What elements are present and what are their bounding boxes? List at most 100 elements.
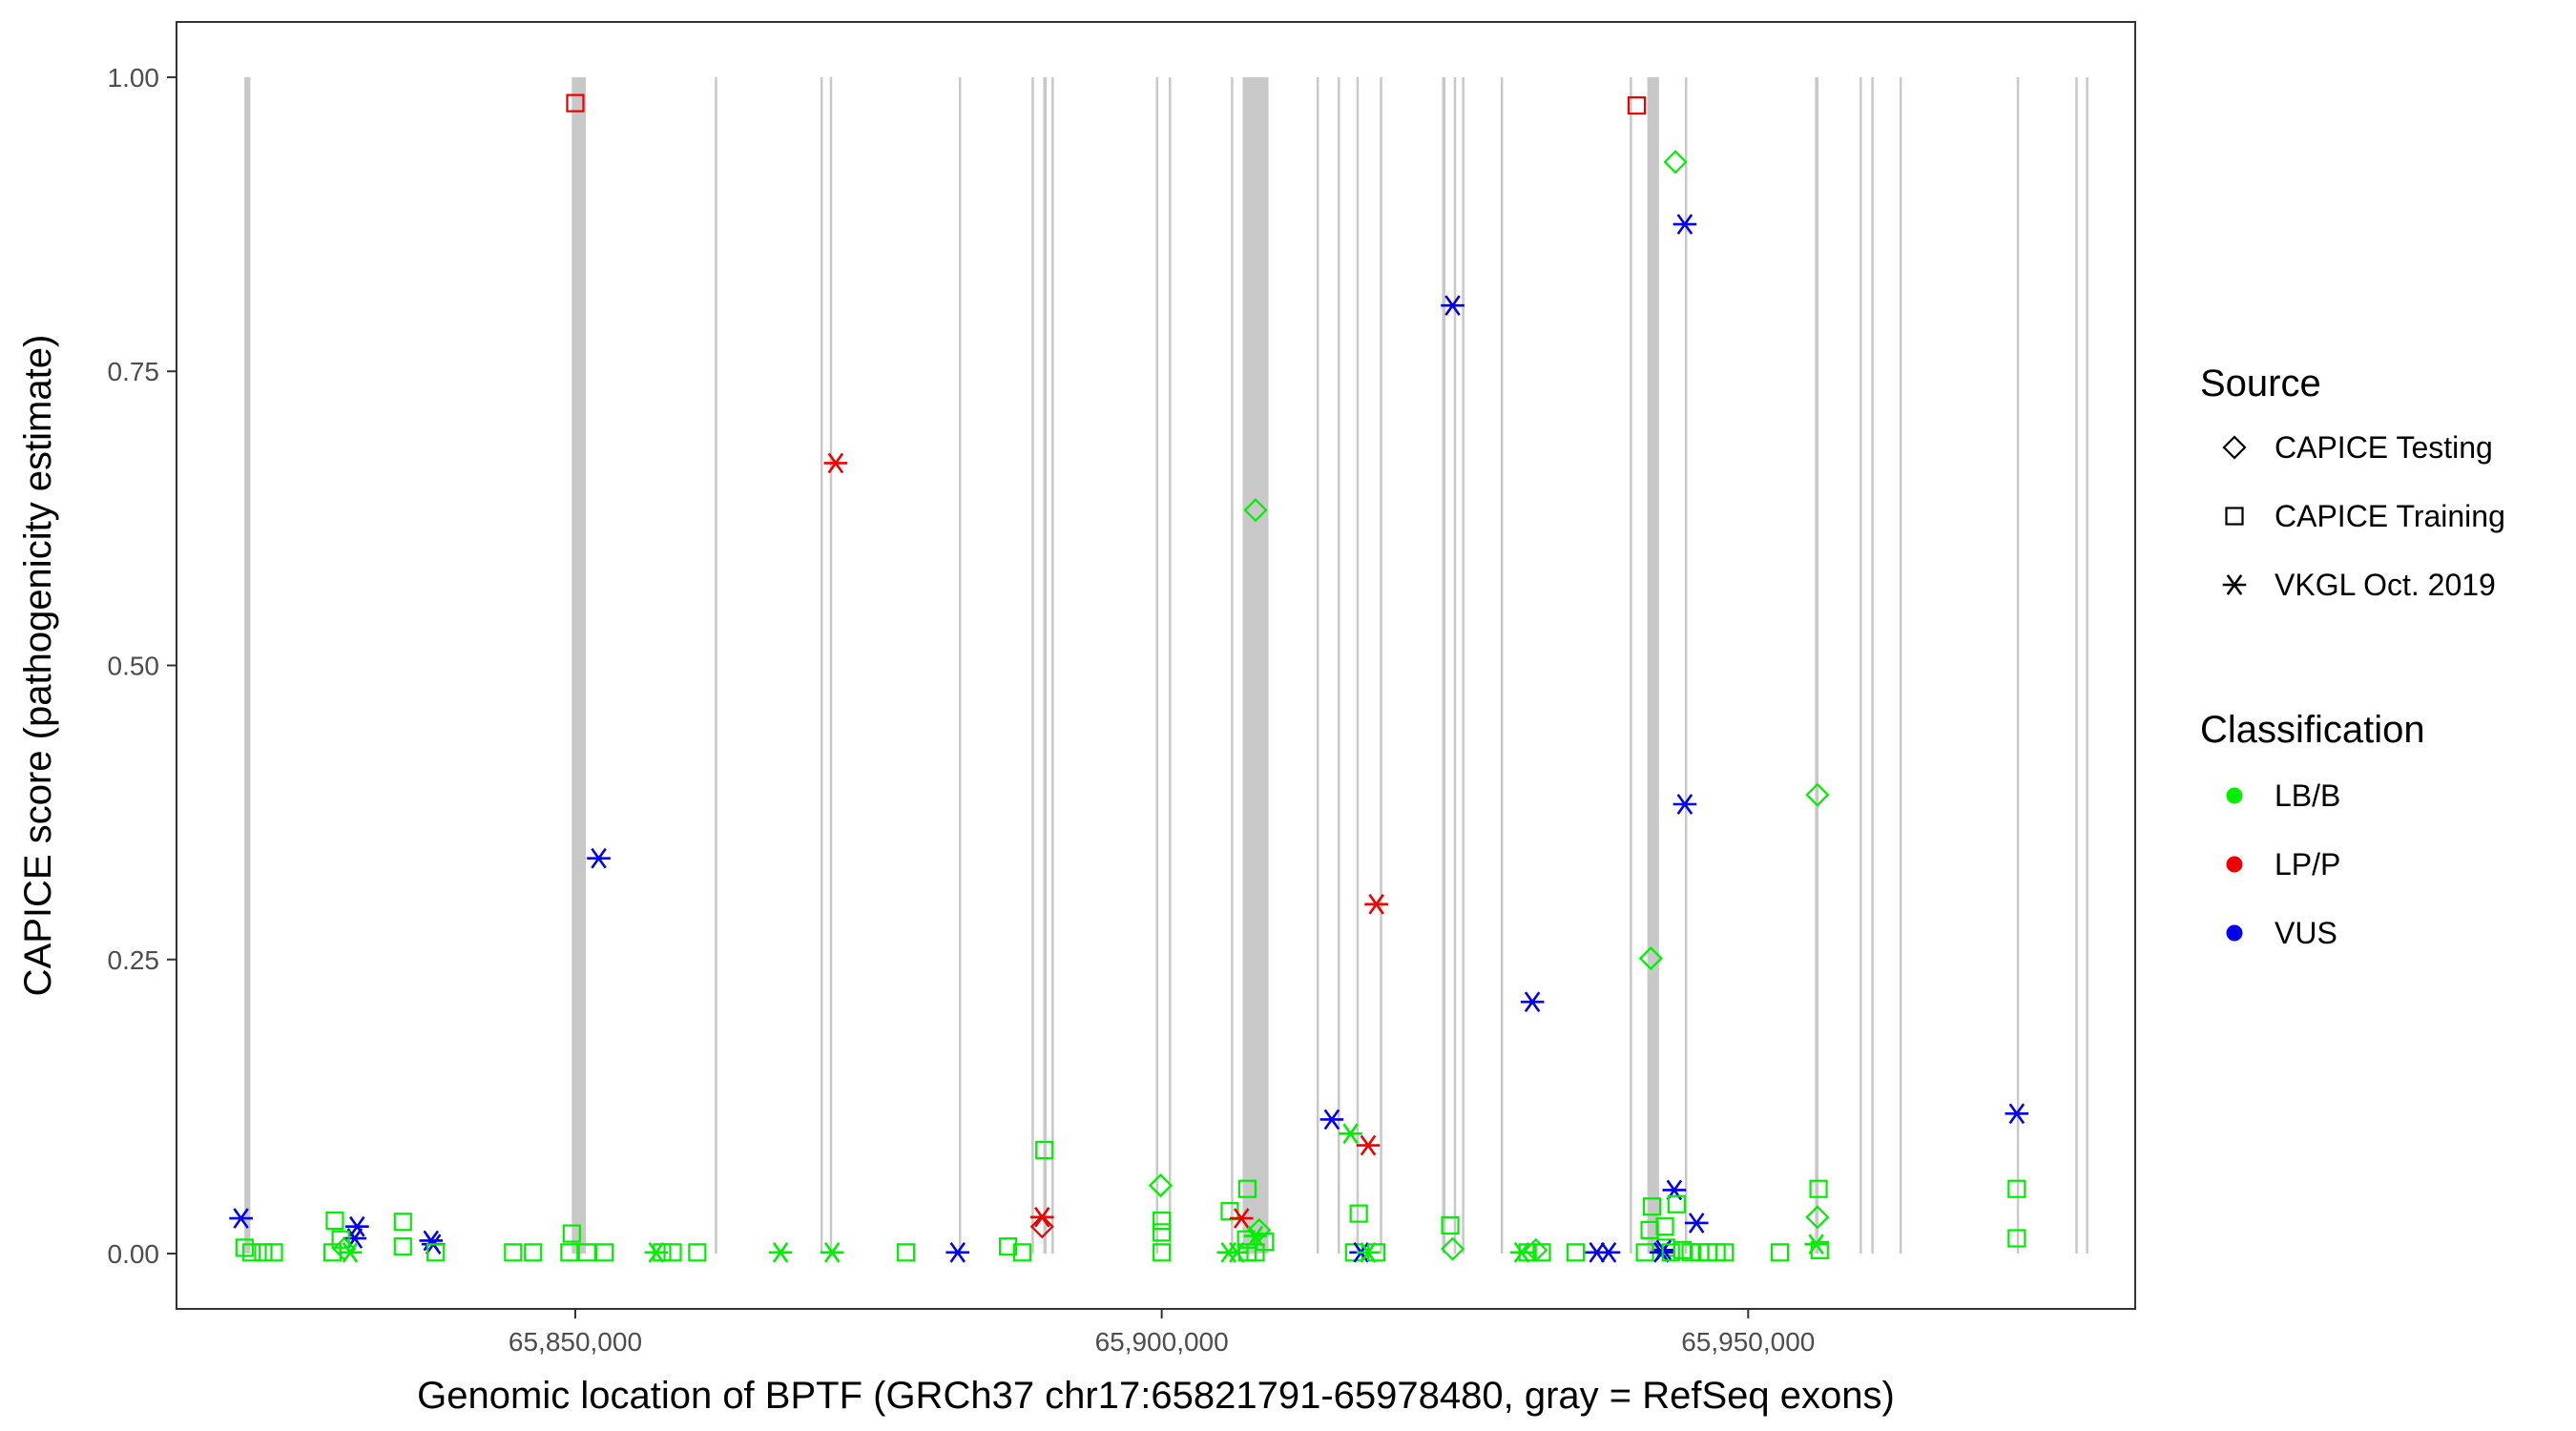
data-point-asterisk <box>1684 1213 1709 1234</box>
exon-band <box>1630 76 1632 1255</box>
data-point-square <box>2007 1179 2026 1198</box>
data-point-square <box>1809 1179 1828 1198</box>
legend-source-label: VKGL Oct. 2019 <box>2275 568 2496 602</box>
data-point-diamond <box>1638 945 1663 971</box>
data-point-diamond <box>1805 782 1830 807</box>
exon-band <box>1242 76 1269 1255</box>
exon-band <box>1155 76 1158 1255</box>
data-point-square <box>1770 1243 1790 1262</box>
data-point-diamond <box>1148 1172 1173 1198</box>
data-point-square <box>1236 1230 1256 1249</box>
data-point-asterisk <box>2005 1103 2029 1125</box>
exon-band <box>1316 76 1319 1255</box>
y-tick-label: 0.50 <box>108 652 160 681</box>
y-tick-label: 0.25 <box>108 945 160 975</box>
data-point-square <box>999 1237 1018 1256</box>
exon-band <box>1871 76 1874 1255</box>
legend-key-asterisk <box>2222 574 2247 595</box>
data-point-square <box>393 1213 412 1232</box>
data-point-asterisk <box>820 1241 844 1263</box>
data-point-square <box>1153 1211 1172 1231</box>
data-point-asterisk <box>768 1241 793 1263</box>
legend-classification-title: Classification <box>2200 709 2425 751</box>
data-point-asterisk <box>1364 893 1388 915</box>
exon-band <box>1815 76 1819 1255</box>
x-tick-label: 65,900,000 <box>1095 1327 1229 1357</box>
exon-band <box>1442 76 1446 1255</box>
data-point-square <box>1256 1233 1275 1252</box>
data-point-diamond <box>1243 498 1268 523</box>
exon-bands <box>244 76 2088 1255</box>
exon-band <box>1684 76 1688 1255</box>
y-tick-label: 0.75 <box>108 357 160 386</box>
data-point-diamond <box>1663 150 1688 175</box>
data-point-diamond <box>1440 1236 1465 1261</box>
exon-band <box>715 76 717 1255</box>
data-point-square <box>1035 1140 1054 1160</box>
data-point-square <box>1518 1243 1537 1262</box>
exon-band <box>244 76 251 1255</box>
exon-band <box>2016 76 2020 1255</box>
data-point-square <box>1715 1243 1735 1262</box>
data-point-square <box>1153 1243 1172 1262</box>
data-point-square <box>1627 95 1647 115</box>
data-point-square <box>504 1243 523 1262</box>
exon-band <box>2075 76 2078 1255</box>
data-point-square <box>653 1243 672 1262</box>
data-point-asterisk <box>1672 214 1697 235</box>
data-point-diamond <box>1805 1205 1830 1230</box>
data-point-square <box>560 1243 579 1262</box>
legend: Source Classification CAPICE Testing CAPI… <box>2200 363 2505 950</box>
data-point-square <box>595 1243 614 1262</box>
data-point-square <box>1532 1243 1551 1262</box>
exon-band <box>1231 76 1234 1255</box>
data-point-square <box>1640 1220 1659 1239</box>
data-point-square <box>1246 1243 1265 1262</box>
legend-classification-label: VUS <box>2275 916 2337 950</box>
legend-source-label: CAPICE Training <box>2275 499 2505 533</box>
data-point-square <box>1567 1243 1586 1262</box>
data-point-asterisk <box>1319 1109 1344 1130</box>
data-point-square <box>1681 1243 1700 1262</box>
exon-band <box>1338 76 1340 1255</box>
data-point-asterisk <box>1225 1241 1249 1263</box>
data-point-asterisk <box>1243 1225 1268 1247</box>
data-point-asterisk <box>644 1241 669 1263</box>
data-point-asterisk <box>1650 1241 1673 1263</box>
y-tick-label: 1.00 <box>108 63 160 93</box>
data-point-asterisk <box>1672 794 1697 815</box>
data-point-square <box>2007 1229 2026 1248</box>
data-point-square <box>393 1237 412 1256</box>
data-point-asterisk <box>1339 1123 1362 1145</box>
data-point-square <box>1667 1194 1686 1213</box>
data-point-square <box>1441 1215 1460 1235</box>
exon-band <box>1051 76 1054 1255</box>
exon-band <box>1169 76 1172 1255</box>
exon-band <box>1859 76 1862 1255</box>
data-point-square <box>897 1243 916 1262</box>
data-point-square <box>1237 1179 1257 1198</box>
data-point-square <box>426 1243 446 1262</box>
data-point-square <box>1810 1240 1829 1259</box>
legend-color-swatch <box>2226 924 2243 942</box>
legend-key-square <box>2225 507 2244 526</box>
exon-band <box>571 76 587 1255</box>
data-point-square <box>264 1243 283 1262</box>
data-point-square <box>1642 1197 1662 1216</box>
y-tick-label: 0.00 <box>108 1239 160 1269</box>
data-point-asterisk <box>587 847 611 869</box>
exon-band <box>958 76 962 1255</box>
exon-band <box>1031 76 1034 1255</box>
data-point-square <box>325 1211 344 1231</box>
legend-key-diamond <box>2222 435 2247 460</box>
exon-band <box>820 76 823 1255</box>
data-point-square <box>566 93 585 113</box>
legend-source-title: Source <box>2200 363 2321 404</box>
legend-color-swatch <box>2226 787 2243 804</box>
data-point-asterisk <box>229 1208 253 1229</box>
data-point-square <box>524 1243 543 1262</box>
data-point-asterisk <box>1509 1241 1534 1263</box>
data-points <box>229 93 2029 1263</box>
data-point-asterisk <box>338 1241 363 1263</box>
